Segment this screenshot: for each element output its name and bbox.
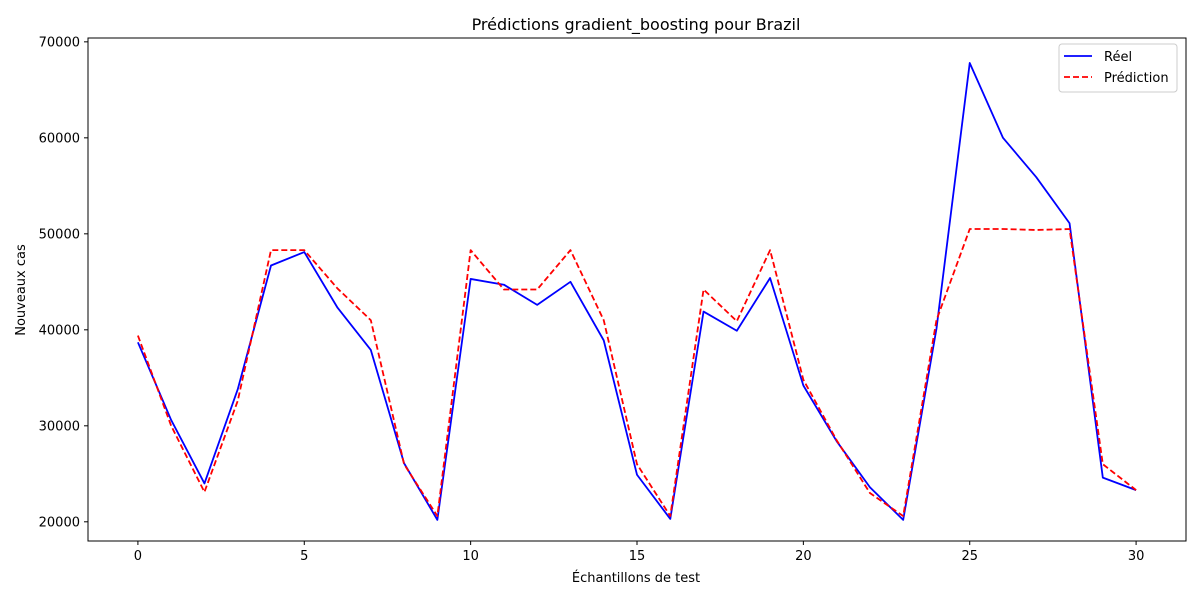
plot-area (137, 62, 1137, 521)
legend-label-prediction: Prédiction (1104, 71, 1169, 86)
y-tick-label: 70000 (39, 35, 80, 50)
series-line-prediction (137, 228, 1137, 517)
y-tick-label: 50000 (39, 227, 80, 242)
x-tick-label: 5 (300, 549, 308, 564)
legend-label-reel: Réel (1104, 50, 1132, 65)
x-tick-label: 15 (629, 549, 646, 564)
series-line-reel (137, 62, 1137, 521)
axis-ticks: 0 5 10 15 20 25 30 20000 30000 40000 50000 60000 700… (39, 35, 1145, 564)
y-tick-label: 30000 (39, 419, 80, 434)
x-tick-label: 0 (134, 549, 142, 564)
x-tick-label: 25 (961, 549, 978, 564)
legend: Réel Prédiction (1058, 43, 1178, 93)
y-tick-label: 60000 (39, 131, 80, 146)
x-tick-label: 10 (462, 549, 479, 564)
chart-title: Prédictions gradient_boosting pour Brazi… (472, 15, 801, 35)
x-tick-label: 20 (795, 549, 812, 564)
y-tick-label: 40000 (39, 323, 80, 338)
y-tick-label: 20000 (39, 515, 80, 530)
x-tick-label: 30 (1128, 549, 1145, 564)
y-axis-label: Nouveaux cas (14, 244, 29, 336)
x-axis-label: Échantillons de test (572, 570, 700, 586)
